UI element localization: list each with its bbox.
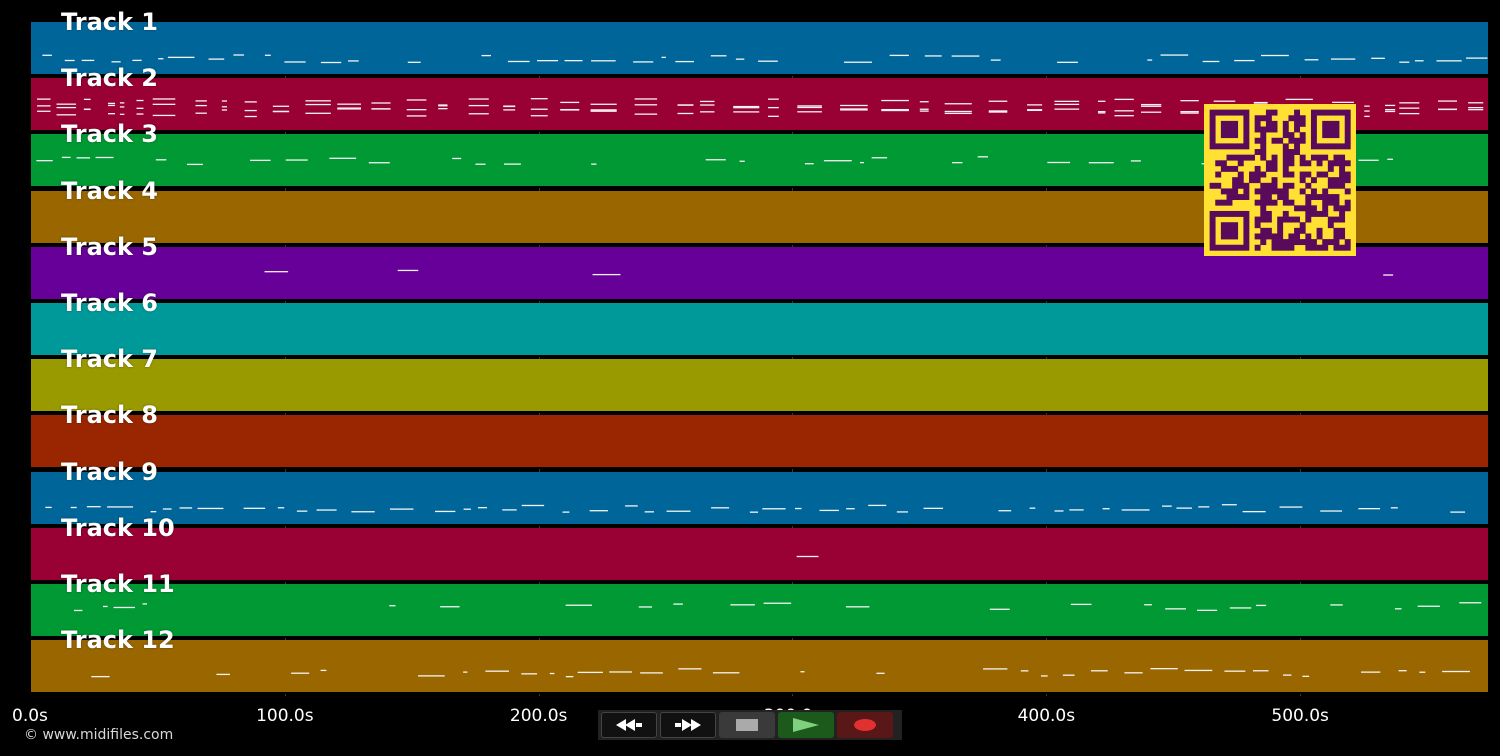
grid-line — [284, 22, 286, 696]
stop-button[interactable] — [719, 712, 775, 738]
grid-line — [1300, 22, 1302, 696]
track-notes — [796, 555, 819, 557]
fast-forward-icon — [675, 719, 701, 731]
track-row[interactable]: Track 6 — [31, 289, 1488, 357]
track-notes — [264, 269, 1394, 276]
track-label: Track 4 — [61, 176, 159, 205]
track-notes — [31, 415, 1488, 469]
time-tick-label: 0.0s — [12, 706, 48, 726]
rewind-icon — [616, 719, 642, 731]
record-button[interactable] — [837, 712, 893, 738]
track-label: Track 2 — [61, 64, 159, 93]
track-row[interactable]: Track 11 — [31, 570, 1488, 638]
track-notes — [42, 54, 1488, 64]
track-label: Track 10 — [61, 513, 175, 542]
stop-icon — [736, 719, 758, 731]
time-tick-label: 400.0s — [1017, 706, 1076, 726]
track-notes — [74, 602, 1482, 612]
play-button[interactable] — [778, 712, 834, 738]
rewind-button[interactable] — [601, 712, 657, 738]
track-notes — [31, 303, 1488, 357]
fast-forward-button[interactable] — [660, 712, 716, 738]
grid-line — [1046, 22, 1048, 696]
grid-line — [538, 22, 540, 696]
track-label: Track 11 — [61, 570, 175, 598]
play-icon — [793, 718, 819, 732]
track-label: Track 5 — [61, 232, 159, 261]
track-row[interactable]: Track 9 — [31, 458, 1488, 526]
qr-code-graphic — [1204, 104, 1356, 256]
track-label: Track 3 — [61, 120, 159, 149]
track-notes — [45, 503, 1466, 513]
track-row[interactable]: Track 12 — [31, 626, 1488, 695]
record-icon — [854, 719, 876, 731]
copyright-text: © www.midifiles.com — [24, 727, 174, 743]
time-tick-label: 100.0s — [256, 706, 314, 726]
track-label: Track 6 — [61, 289, 159, 317]
time-tick-label: 200.0s — [509, 706, 568, 726]
track-row[interactable]: Track 8 — [31, 401, 1488, 470]
transport-controls — [598, 710, 902, 740]
time-tick-label: 500.0s — [1271, 706, 1329, 726]
grid-line — [792, 22, 794, 696]
track-label: Track 9 — [61, 457, 159, 486]
track-label: Track 12 — [61, 626, 175, 655]
track-row[interactable]: Track 7 — [31, 345, 1488, 414]
track-row[interactable]: Track 10 — [31, 514, 1488, 582]
track-label: Track 7 — [61, 345, 159, 374]
track-row[interactable]: Track 1 — [31, 8, 1488, 76]
track-label: Track 8 — [61, 401, 159, 430]
track-notes — [31, 359, 1488, 413]
track-label: Track 1 — [61, 8, 159, 36]
qr-code — [1204, 104, 1356, 256]
track-notes — [37, 98, 1484, 118]
track-notes — [91, 668, 1470, 678]
